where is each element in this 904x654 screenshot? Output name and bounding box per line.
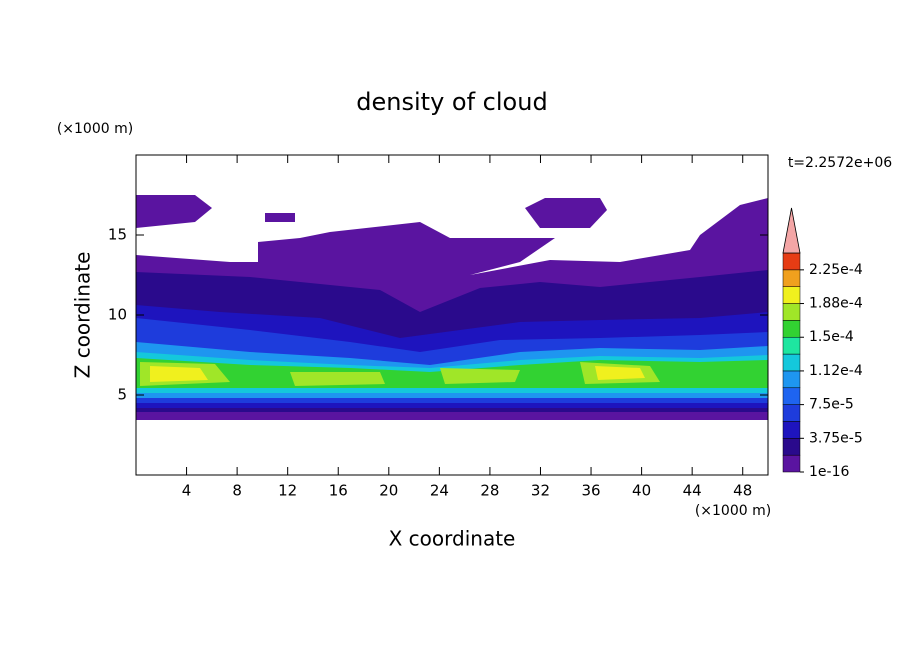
y-tick-label: 10 xyxy=(108,306,127,324)
contour-band xyxy=(140,362,660,386)
colorbar-box xyxy=(782,370,801,389)
colorbar-box xyxy=(782,336,801,355)
chart-title: density of cloud xyxy=(356,88,547,116)
contour-band xyxy=(265,213,295,222)
x-axis-label: X coordinate xyxy=(389,527,516,551)
x-tick-label: 40 xyxy=(632,482,651,500)
x-tick-label: 44 xyxy=(683,482,702,500)
colorbar-box xyxy=(782,269,801,287)
x-tick-label: 4 xyxy=(182,482,192,500)
y-axis-label: Z coordinate xyxy=(71,252,95,379)
colorbar-box xyxy=(782,353,801,372)
colorbar-box xyxy=(782,438,801,456)
colorbar-box xyxy=(782,387,801,405)
colorbar-label: 2.25e-4 xyxy=(809,262,863,278)
colorbar-label: 1e-16 xyxy=(809,464,849,480)
contour-band xyxy=(525,198,607,228)
colorbar-label: 7.5e-5 xyxy=(809,397,854,413)
colorbar-label: 3.75e-5 xyxy=(809,430,863,446)
x-tick-label: 8 xyxy=(232,482,242,500)
x-tick-label: 16 xyxy=(329,482,348,500)
x-tick-label: 48 xyxy=(733,482,752,500)
x-tick-label: 20 xyxy=(379,482,398,500)
colorbar-box xyxy=(782,454,801,473)
contour-field xyxy=(136,195,768,420)
colorbar-box xyxy=(782,286,801,304)
colorbar-extend xyxy=(782,207,801,254)
contour-band xyxy=(136,195,212,228)
contour-band xyxy=(150,366,645,382)
x-unit: (×1000 m) xyxy=(695,503,771,519)
x-tick-label: 24 xyxy=(430,482,449,500)
colorbar-box xyxy=(782,252,801,271)
y-tick-label: 15 xyxy=(108,226,127,244)
time-label: t=2.2572e+06 xyxy=(788,155,892,171)
colorbar-box xyxy=(782,404,801,422)
y-unit: (×1000 m) xyxy=(57,121,133,137)
colorbar-box xyxy=(782,303,801,321)
x-tick-label: 12 xyxy=(278,482,297,500)
colorbar-box xyxy=(782,421,801,439)
y-tick-label: 5 xyxy=(117,386,127,404)
x-tick-label: 28 xyxy=(480,482,499,500)
colorbar-label: 1.88e-4 xyxy=(809,296,863,312)
x-tick-label: 36 xyxy=(581,482,600,500)
colorbar-label: 1.5e-4 xyxy=(809,329,854,345)
colorbar-label: 1.12e-4 xyxy=(809,363,863,379)
x-tick-label: 32 xyxy=(531,482,550,500)
colorbar-box xyxy=(782,320,801,338)
